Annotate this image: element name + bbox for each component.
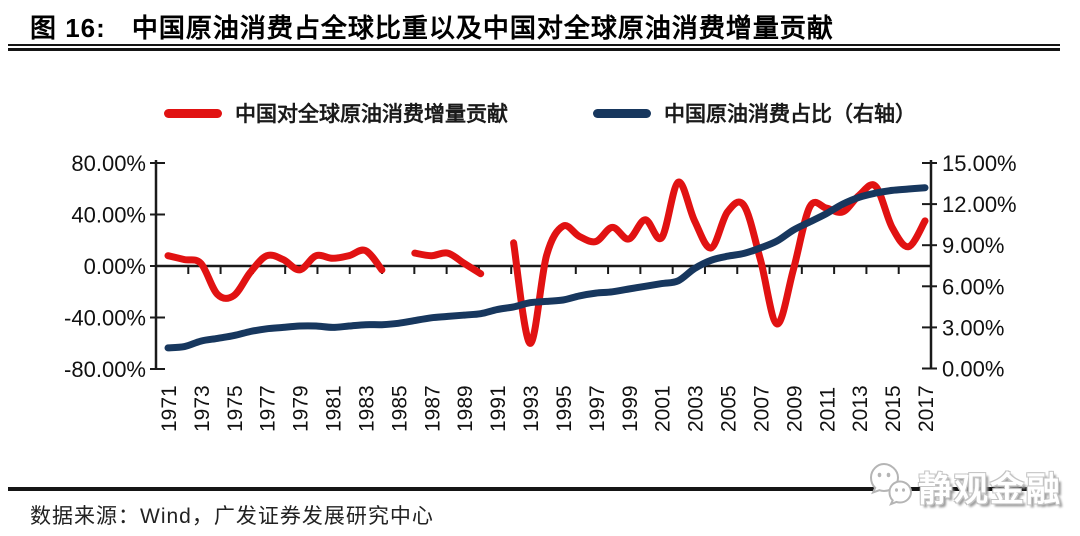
figure-title: 图 16: 中国原油消费占全球比重以及中国对全球原油消费增量贡献 [30, 8, 1060, 45]
series-line-increment-contribution [164, 246, 386, 302]
x-axis-label: 1977 [257, 385, 280, 432]
x-axis-label: 2011 [816, 387, 839, 432]
left-axis-label: 80.00% [71, 151, 146, 176]
x-axis-label: 1983 [355, 385, 378, 432]
right-axis-label: 12.00% [942, 192, 1017, 217]
legend-label: 中国原油消费占比（右轴） [664, 103, 916, 126]
left-axis-label: 40.00% [71, 203, 146, 228]
figure-number: 图 16: [30, 13, 106, 43]
tick-marks [150, 162, 937, 370]
x-axis-label: 2013 [849, 385, 872, 432]
series-line-increment-contribution [510, 178, 929, 347]
legend-item-consumption-share: 中国原油消费占比（右轴） [593, 98, 916, 128]
x-axis-label: 2003 [685, 385, 708, 432]
left-axis-label: -40.00% [64, 306, 146, 331]
x-axis-label: 1995 [553, 385, 576, 432]
x-axis-label: 1989 [454, 385, 477, 432]
x-axis-label: 2001 [652, 385, 675, 432]
x-axis-label: 1993 [520, 385, 543, 432]
right-axis-label: 0.00% [942, 357, 1004, 382]
axis-labels: 80.00% 40.00% 0.00% -40.00% -80.00% 15.00% 12.… [64, 151, 1017, 432]
title-divider [8, 44, 1060, 51]
bottom-divider [8, 487, 1058, 491]
x-axis-label: 1979 [290, 385, 313, 432]
x-axis-label: 2017 [915, 385, 938, 432]
left-axis-label: 0.00% [84, 254, 146, 279]
x-axis-label: 1991 [487, 385, 510, 432]
x-axis-label: 2015 [882, 385, 905, 432]
x-axis-label: 2009 [783, 385, 806, 432]
series-line-increment-contribution [411, 249, 485, 278]
watermark-text: 静观金融 [918, 470, 1062, 509]
series-line-consumption-share [164, 184, 929, 352]
x-axis-label: 1999 [619, 385, 642, 432]
x-axis-label: 2007 [750, 385, 773, 432]
wechat-icon [869, 462, 913, 506]
x-axis-label: 1985 [388, 385, 411, 432]
right-axis-label: 3.00% [942, 315, 1004, 340]
figure-title-text: 中国原油消费占全球比重以及中国对全球原油消费增量贡献 [131, 13, 834, 43]
legend-label: 中国对全球原油消费增量贡献 [235, 103, 508, 126]
x-axis-label: 1973 [191, 385, 214, 432]
x-axis-label: 1981 [323, 385, 346, 432]
x-axis-label: 1987 [421, 385, 444, 432]
data-source: 数据来源：Wind，广发证券发展研究中心 [30, 505, 434, 528]
right-axis-label: 15.00% [942, 151, 1017, 176]
x-axis-label: 2005 [718, 385, 741, 432]
x-axis-label: 1971 [158, 385, 181, 432]
legend-item-increment-contribution: 中国对全球原油消费增量贡献 [164, 98, 508, 128]
navy-line-swatch [593, 108, 651, 118]
chart-legend: 中国对全球原油消费增量贡献 中国原油消费占比（右轴） [0, 97, 1080, 129]
left-axis-label: -80.00% [64, 357, 146, 382]
watermark-logo: 静观金融 [868, 461, 1062, 511]
x-axis-label: 1975 [224, 385, 247, 432]
right-axis-label: 6.00% [942, 274, 1004, 299]
right-axis-label: 9.00% [942, 233, 1004, 258]
x-axis-label: 1997 [586, 385, 609, 432]
red-line-swatch [164, 108, 222, 118]
